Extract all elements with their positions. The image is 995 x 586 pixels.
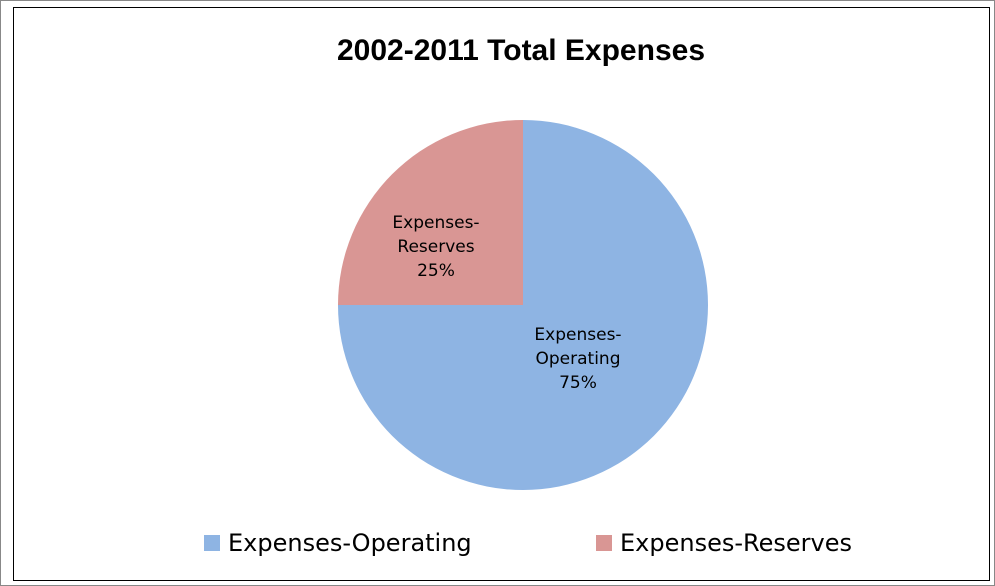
pie-label-line: Reserves [397,237,474,257]
legend-swatch-operating [204,535,220,551]
pie-label-line: 75% [559,373,597,393]
legend-item-reserves: Expenses-Reserves [596,525,852,561]
legend-item-operating: Expenses-Operating [204,525,472,561]
pie-label-line: Expenses- [534,325,621,345]
chart-area [13,7,990,581]
legend: Expenses-Operating Expenses-Reserves [0,525,995,561]
legend-label-operating: Expenses-Operating [228,529,472,557]
pie-label-line: Expenses- [392,213,479,233]
pie-label-line: 25% [417,261,455,281]
chart-title: 2002-2011 Total Expenses [337,34,705,67]
legend-label-reserves: Expenses-Reserves [620,529,852,557]
legend-swatch-reserves [596,535,612,551]
pie-label-expenses-reserves: Expenses- Reserves 25% [392,213,479,281]
pie-label-line: Operating [536,349,621,369]
pie-label-expenses-operating: Expenses- Operating 75% [534,325,621,393]
pie-slice-expenses-reserves [338,120,523,305]
